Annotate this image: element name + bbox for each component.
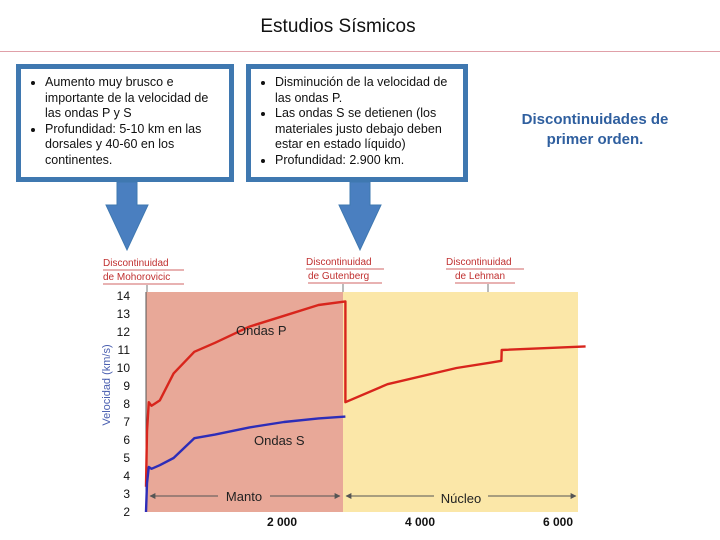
x-tick-label: 6 000	[543, 515, 573, 529]
disc-label-lehman: Discontinuidad de Lehman	[446, 257, 524, 284]
onda-s-label: Ondas S	[254, 433, 305, 448]
disc-label-gutenberg: Discontinuidad de Gutenberg	[306, 257, 384, 284]
disc-label-line: de Lehman	[455, 271, 505, 282]
y-tick-label: 13	[117, 307, 131, 321]
y-tick-label: 14	[117, 289, 131, 303]
pointer-arrow-gutenberg	[338, 181, 382, 252]
y-ticks: 14 13 12 11 10 9 8 7 6 5 4 3 2	[117, 289, 131, 519]
title-divider	[0, 51, 720, 52]
disc-label-mohorovicic: Discontinuidad de Mohorovicic	[103, 258, 184, 285]
y-tick-label: 6	[123, 433, 130, 447]
x-tick-label: 2 000	[267, 515, 297, 529]
nucleo-label: Núcleo	[441, 491, 481, 506]
bullet-item: Profundidad: 2.900 km.	[275, 153, 455, 169]
bullet-list: Aumento muy brusco e importante de la ve…	[29, 75, 221, 168]
disc-label-line: de Mohorovicic	[103, 272, 170, 283]
y-axis-label: Velocidad (km/s)	[101, 344, 113, 425]
y-tick-label: 9	[123, 379, 130, 393]
manto-label: Manto	[226, 489, 262, 504]
x-ticks: 2 000 4 000 6 000	[267, 515, 573, 529]
pointer-arrow-mohorovicic	[105, 181, 149, 252]
manto-label-bg	[218, 488, 270, 504]
disc-label-line: Discontinuidad	[446, 257, 512, 268]
y-tick-label: 8	[123, 397, 130, 411]
disc-label-line: de Gutenberg	[308, 271, 369, 282]
x-tick-label: 4 000	[405, 515, 435, 529]
info-box-mohorovicic: Aumento muy brusco e importante de la ve…	[16, 64, 234, 182]
onda-p-curve	[144, 300, 586, 487]
disc-label-line: Discontinuidad	[103, 258, 169, 269]
y-tick-label: 5	[123, 451, 130, 465]
onda-p-label: Ondas P	[236, 323, 287, 338]
y-tick-label: 3	[123, 487, 130, 501]
bullet-item: Disminución de la velocidad de las ondas…	[275, 75, 455, 106]
disc-label-line: Discontinuidad	[306, 257, 372, 268]
y-tick-label: 4	[123, 469, 130, 483]
page-title: Estudios Sísmicos	[260, 16, 416, 37]
y-tick-label: 10	[117, 361, 131, 375]
side-note: Discontinuidades de primer orden.	[521, 111, 669, 148]
info-box-gutenberg: Disminución de la velocidad de las ondas…	[246, 64, 468, 182]
y-tick-label: 12	[117, 325, 131, 339]
bullet-item: Aumento muy brusco e importante de la ve…	[45, 75, 221, 122]
onda-s-curve	[144, 415, 346, 513]
nucleo-label-bg	[434, 490, 488, 506]
bullet-item: Profundidad: 5-10 km en las dorsales y 4…	[45, 122, 221, 169]
y-tick-label: 11	[118, 343, 131, 357]
core-region	[343, 292, 578, 512]
y-tick-label: 2	[123, 505, 130, 519]
bullet-list: Disminución de la velocidad de las ondas…	[259, 75, 455, 168]
bullet-item: Las ondas S se detienen (los materiales …	[275, 106, 455, 153]
y-tick-label: 7	[123, 415, 130, 429]
